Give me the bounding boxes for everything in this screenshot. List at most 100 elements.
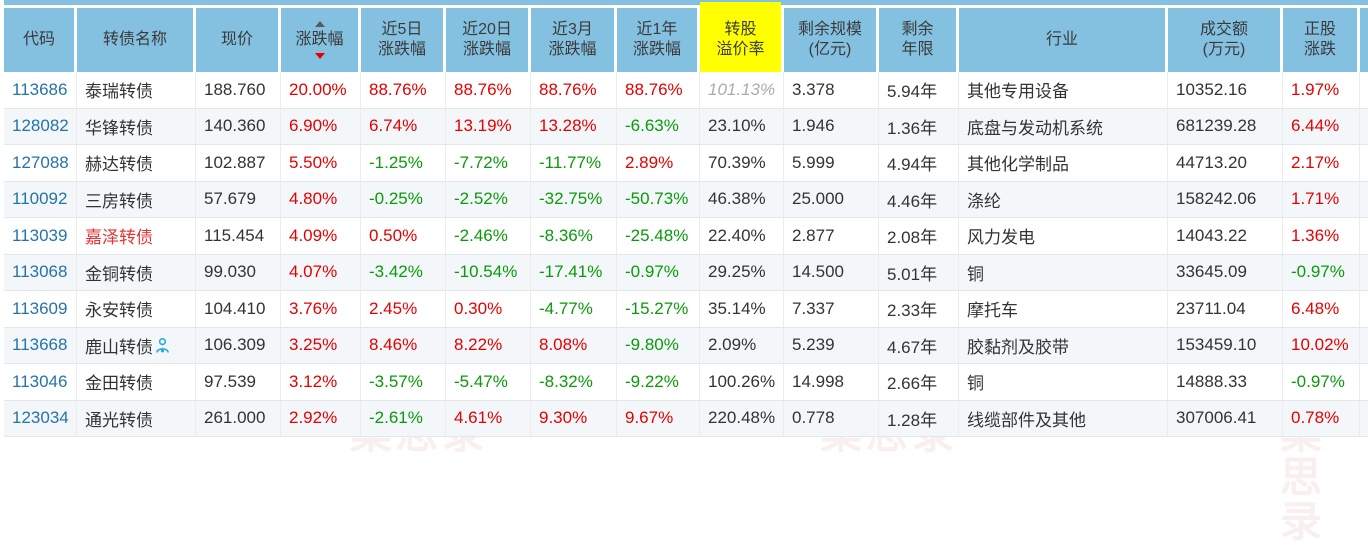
cell-clipped bbox=[1360, 255, 1368, 291]
column-header-turnover[interactable]: 成交额 (万元) bbox=[1168, 8, 1283, 72]
cell-name[interactable]: 三房转债 bbox=[77, 181, 196, 217]
column-header-name[interactable]: 转债名称 bbox=[77, 8, 196, 72]
cell-chg3m: -8.36% bbox=[531, 218, 617, 254]
cell-chg: 3.25% bbox=[281, 327, 361, 363]
column-header-premium[interactable]: 转股 溢价率 bbox=[700, 2, 784, 72]
cell-chg1y: -15.27% bbox=[617, 291, 700, 327]
column-header-chg3m[interactable]: 近3月 涨跌幅 bbox=[531, 8, 617, 72]
cell-name[interactable]: 鹿山转债 bbox=[77, 327, 196, 363]
industry-value: 其他化学制品 bbox=[967, 155, 1069, 175]
table-row: 113686 泰瑞转债 188.760 20.00% 88.76% 88.76% 88.76… bbox=[4, 72, 1368, 109]
cell-chg20: -2.46% bbox=[446, 218, 531, 254]
cell-chg5: -2.61% bbox=[361, 400, 446, 436]
cell-premium: 29.25% bbox=[700, 254, 784, 290]
cell-chg20: 13.19% bbox=[446, 108, 531, 144]
years-value: 1.36年 bbox=[887, 118, 938, 138]
column-header-label: 剩余 年限 bbox=[901, 21, 934, 58]
chg-value: 2.92% bbox=[289, 408, 338, 428]
chg20-value: 13.19% bbox=[454, 116, 512, 136]
cell-code[interactable]: 110092 bbox=[4, 181, 77, 217]
column-header-code[interactable]: 代码 bbox=[4, 8, 77, 72]
code-value: 127088 bbox=[12, 152, 69, 172]
cell-chg: 5.50% bbox=[281, 145, 361, 181]
price-value: 188.760 bbox=[204, 79, 266, 99]
cell-size: 14.998 bbox=[784, 364, 879, 400]
cell-name[interactable]: 金铜转债 bbox=[77, 254, 196, 290]
column-header-chg5[interactable]: 近5日 涨跌幅 bbox=[361, 8, 446, 72]
cell-clipped bbox=[1360, 145, 1368, 181]
cell-code[interactable]: 113668 bbox=[4, 327, 77, 363]
cell-years: 2.33年 bbox=[879, 291, 959, 327]
cell-code[interactable]: 113039 bbox=[4, 218, 77, 254]
column-header-label: 近1年 涨跌幅 bbox=[632, 21, 681, 58]
price-value: 140.360 bbox=[204, 116, 266, 136]
cell-name[interactable]: 通光转债 bbox=[77, 400, 196, 436]
cell-name[interactable]: 泰瑞转债 bbox=[77, 72, 196, 108]
cell-industry: 底盘与发动机系统 bbox=[959, 108, 1168, 144]
cell-stock: 1.71% bbox=[1283, 181, 1360, 217]
cell-turnover: 10352.16 bbox=[1168, 72, 1283, 108]
stock-value: 6.48% bbox=[1291, 298, 1340, 318]
person-icon[interactable] bbox=[155, 337, 170, 354]
cell-chg20: -5.47% bbox=[446, 364, 531, 400]
chg5-value: 8.46% bbox=[369, 335, 418, 355]
cell-code[interactable]: 128082 bbox=[4, 108, 77, 144]
sort-desc-icon bbox=[314, 53, 325, 59]
premium-value: 29.25% bbox=[708, 262, 766, 282]
column-header-stock[interactable]: 正股 涨跌 bbox=[1283, 8, 1360, 72]
cell-premium: 2.09% bbox=[700, 327, 784, 363]
cell-code[interactable]: 123034 bbox=[4, 400, 77, 436]
cell-name[interactable]: 华锋转债 bbox=[77, 108, 196, 144]
cell-chg20: -2.52% bbox=[446, 181, 531, 217]
column-header-label: 代码 bbox=[22, 31, 55, 48]
price-value: 102.887 bbox=[204, 152, 266, 172]
column-header-years[interactable]: 剩余 年限 bbox=[879, 8, 959, 72]
name-value: 泰瑞转债 bbox=[85, 82, 153, 102]
cell-years: 4.67年 bbox=[879, 327, 959, 363]
cell-name[interactable]: 嘉泽转债 bbox=[77, 218, 196, 254]
size-value: 14.998 bbox=[792, 371, 844, 391]
code-value: 113668 bbox=[12, 335, 68, 355]
cell-price: 106.309 bbox=[196, 327, 281, 363]
cell-clipped bbox=[1360, 109, 1368, 145]
cell-name[interactable]: 金田转债 bbox=[77, 364, 196, 400]
premium-value: 35.14% bbox=[708, 298, 766, 318]
cell-chg5: 2.45% bbox=[361, 291, 446, 327]
cell-code[interactable]: 113068 bbox=[4, 254, 77, 290]
column-header-chg1y[interactable]: 近1年 涨跌幅 bbox=[617, 8, 700, 72]
chg3m-value: -17.41% bbox=[539, 262, 603, 282]
cell-code[interactable]: 113609 bbox=[4, 291, 77, 327]
cell-clipped bbox=[1360, 364, 1368, 400]
cell-size: 3.378 bbox=[784, 72, 879, 108]
price-value: 57.679 bbox=[204, 189, 256, 209]
cell-chg: 4.09% bbox=[281, 218, 361, 254]
cell-premium: 23.10% bbox=[700, 108, 784, 144]
column-header-price[interactable]: 现价 bbox=[196, 8, 281, 72]
stock-value: -0.97% bbox=[1291, 262, 1345, 282]
cell-stock: 6.48% bbox=[1283, 291, 1360, 327]
column-header-chg20[interactable]: 近20日 涨跌幅 bbox=[446, 8, 531, 72]
cell-chg: 2.92% bbox=[281, 400, 361, 436]
convertible-bond-table: 代码 转债名称 现价 涨跌幅 近5日 涨跌幅 近20日 涨跌幅 近3月 涨跌幅 近1年 涨跌幅… bbox=[4, 0, 1368, 437]
cell-name[interactable]: 永安转债 bbox=[77, 291, 196, 327]
cell-chg5: 88.76% bbox=[361, 72, 446, 108]
cell-chg1y: -9.22% bbox=[617, 364, 700, 400]
name-value: 鹿山转债 bbox=[85, 337, 153, 357]
cell-code[interactable]: 113686 bbox=[4, 72, 77, 108]
column-header-industry[interactable]: 行业 bbox=[959, 8, 1168, 72]
chg5-value: -0.25% bbox=[369, 189, 423, 209]
cell-chg1y: -9.80% bbox=[617, 327, 700, 363]
cell-name[interactable]: 赫达转债 bbox=[77, 145, 196, 181]
cell-code[interactable]: 127088 bbox=[4, 145, 77, 181]
cell-code[interactable]: 113046 bbox=[4, 364, 77, 400]
cell-turnover: 681239.28 bbox=[1168, 108, 1283, 144]
column-header-chg[interactable]: 涨跌幅 bbox=[281, 8, 361, 72]
cell-premium: 70.39% bbox=[700, 145, 784, 181]
cell-stock: 2.17% bbox=[1283, 145, 1360, 181]
size-value: 14.500 bbox=[792, 262, 844, 282]
column-header-size[interactable]: 剩余规模 (亿元) bbox=[784, 8, 879, 72]
cell-chg20: 4.61% bbox=[446, 400, 531, 436]
cell-price: 115.454 bbox=[196, 218, 281, 254]
premium-value: 101.13% bbox=[708, 79, 776, 99]
stock-value: 0.78% bbox=[1291, 408, 1340, 428]
